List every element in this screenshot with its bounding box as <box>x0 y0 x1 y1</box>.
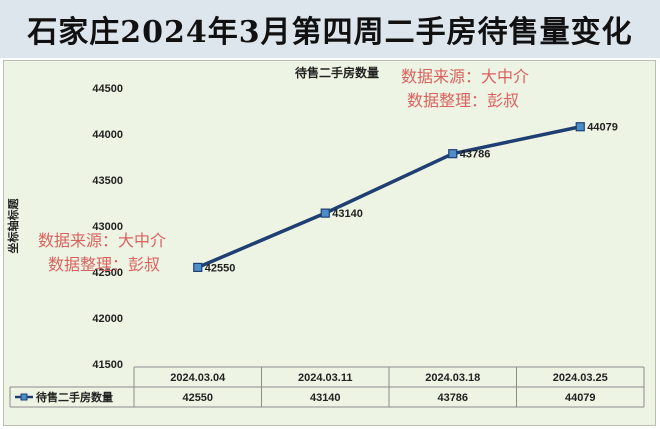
table-value-cell: 43786 <box>437 392 468 404</box>
data-label: 43786 <box>460 149 491 161</box>
chart-title: 待售二手房数量 <box>295 65 379 80</box>
y-tick-label: 41500 <box>92 359 123 371</box>
data-label: 42550 <box>205 262 236 274</box>
watermark-bottom: 数据来源：大中介 数据整理：彭叔 <box>38 229 166 277</box>
y-tick-label: 42500 <box>92 267 123 279</box>
watermark-top: 数据来源：大中介 数据整理：彭叔 <box>401 65 529 113</box>
x-category-label: 2024.03.18 <box>425 372 480 384</box>
watermark-editor: 数据整理：彭叔 <box>48 255 161 274</box>
x-category-label: 2024.03.04 <box>170 372 226 384</box>
line-chart: 待售二手房数量坐标轴标题4150042000425004300043500440… <box>6 65 645 408</box>
page-title: 石家庄2024年3月第四周二手房待售量变化 <box>27 15 633 50</box>
chart-area: 待售二手房数量 坐标轴标题 41500 42000 42500 43000 43500 440… <box>3 60 656 426</box>
table-value-cell: 43140 <box>310 392 341 404</box>
x-category-label: 2024.03.25 <box>553 372 608 384</box>
table-value-cell: 42550 <box>182 392 213 404</box>
data-point-marker <box>320 208 330 218</box>
legend-marker <box>20 393 28 401</box>
y-tick-label: 44500 <box>92 83 123 95</box>
y-tick-label: 43500 <box>92 175 123 187</box>
data-label: 44079 <box>587 122 618 134</box>
x-category-label: 2024.03.11 <box>298 372 352 384</box>
data-point-marker <box>193 262 203 272</box>
y-tick-label: 43000 <box>92 221 123 233</box>
watermark-source: 数据来源：大中介 <box>401 67 530 86</box>
data-point-marker <box>575 122 585 132</box>
y-axis-title: 坐标轴标题 <box>6 198 20 254</box>
legend-label: 待售二手房数量 <box>35 390 113 404</box>
watermark-source: 数据来源：大中介 <box>38 231 167 250</box>
data-label: 43140 <box>332 208 363 220</box>
data-point-marker <box>448 149 458 159</box>
table-value-cell: 44079 <box>565 392 596 404</box>
title-bar: 石家庄2024年3月第四周二手房待售量变化 <box>0 0 660 58</box>
y-tick-label: 42000 <box>92 313 123 325</box>
y-tick-label: 44000 <box>92 129 123 141</box>
watermark-editor: 数据整理：彭叔 <box>407 91 520 110</box>
series-line <box>196 124 582 270</box>
